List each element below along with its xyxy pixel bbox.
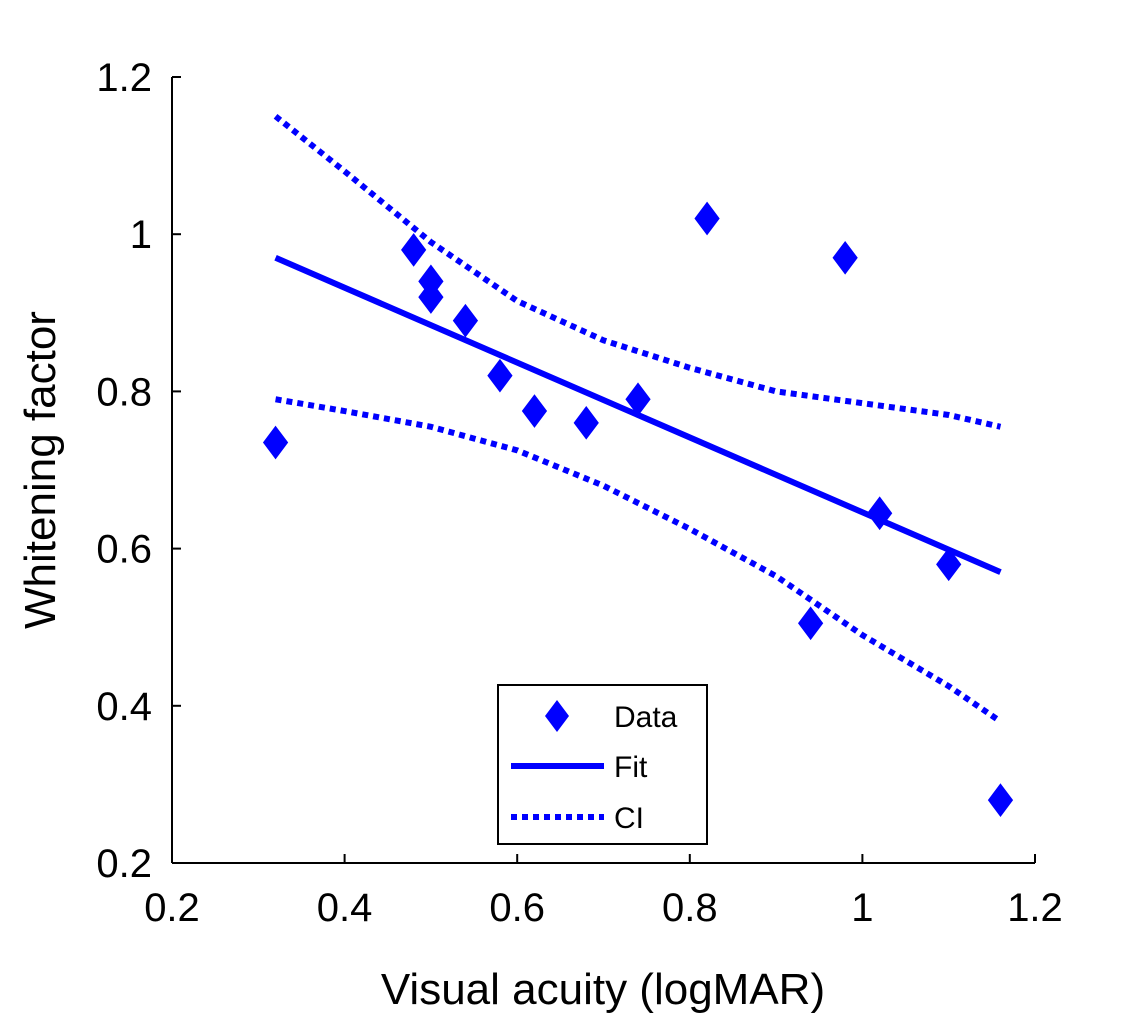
series-layer	[262, 113, 1014, 817]
y-tick-label: 0.8	[96, 370, 152, 414]
data-point	[936, 547, 962, 582]
data-point	[797, 606, 824, 641]
data-point	[452, 303, 479, 338]
legend: Data Fit CI	[497, 684, 708, 845]
y-axis-title: Whitening factor	[16, 311, 65, 629]
data-point	[521, 394, 548, 428]
y-tick-label: 0.2	[96, 842, 152, 886]
data-point	[401, 233, 427, 267]
data-point	[987, 783, 1014, 817]
ci-line	[275, 396, 1003, 724]
x-tick-label: 1	[851, 886, 873, 930]
ci-line	[273, 113, 1002, 430]
fit-line	[274, 255, 1002, 575]
data-point	[694, 201, 720, 236]
data-point	[573, 406, 599, 440]
legend-label: CI	[614, 802, 644, 835]
x-tick-label: 0.2	[144, 886, 200, 930]
data-point	[262, 425, 289, 460]
x-tick-label: 0.8	[662, 886, 718, 930]
data-point	[418, 280, 444, 314]
x-tick-label: 1.2	[1007, 886, 1063, 930]
x-axis-title: Visual acuity (logMAR)	[381, 965, 825, 1014]
y-tick-label: 0.4	[96, 685, 152, 729]
y-tick-label: 1.2	[96, 56, 152, 100]
x-tick-label: 0.4	[317, 886, 373, 930]
y-tick-label: 0.6	[96, 528, 152, 572]
data-point	[487, 358, 513, 393]
data-point	[832, 240, 858, 275]
legend-label: Data	[614, 701, 678, 734]
legend-marker-diamond	[545, 700, 569, 732]
legend-label: Fit	[614, 751, 648, 784]
axes: 0.2 0.4 0.6 0.8 1 1.2 0.2 0.4 0.6 0.8 1 1.2	[96, 56, 1062, 930]
x-tick-label: 0.6	[489, 886, 545, 930]
y-tick-label: 1	[130, 213, 152, 257]
